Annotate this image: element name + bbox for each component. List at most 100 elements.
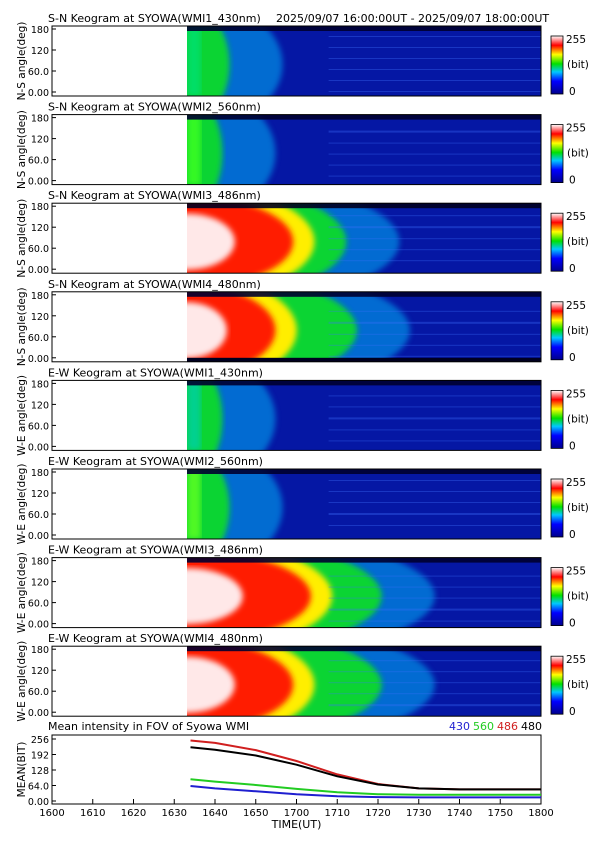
colorbar-min: 0 [569, 352, 576, 364]
colorbar: 255 (bit) 0 [550, 123, 589, 187]
x-tick-label: 1610 [80, 808, 105, 819]
y-tick-label: 180 [31, 379, 49, 390]
y-tick-label: 120 [31, 489, 49, 500]
x-tick-label: 1640 [202, 808, 227, 819]
colorbar-unit: (bit) [567, 59, 589, 71]
mean-y-tick-label: 256 [31, 735, 49, 746]
panel-title: E-W Keogram at SYOWA(WMI4_480nm) [48, 632, 263, 645]
legend-entry-560: 560 [473, 720, 494, 733]
keogram-image [187, 380, 541, 451]
keogram-panel: S-N Keogram at SYOWA(WMI3_486nm)180 120 60… [16, 189, 589, 277]
series-line-480 [190, 746, 541, 791]
y-tick-label: 120 [31, 666, 49, 677]
colorbar-unit: (bit) [567, 413, 589, 425]
y-tick-label: 60.0 [28, 599, 49, 610]
keogram-panel: S-N Keogram at SYOWA(WMI1_430nm) 2025/09/… [16, 12, 589, 101]
y-tick-label: 180 [31, 557, 49, 568]
y-tick-label: 60.0 [28, 244, 49, 255]
y-tick-label: 0.00 [28, 265, 49, 276]
colorbar: 255 (bit) 0 [550, 566, 589, 630]
mean-y-tick-label: 0.00 [28, 797, 49, 808]
y-tick-label: 180 [31, 114, 49, 125]
y-tick-label: 120 [31, 578, 49, 589]
y-axis-label: N-S angle(deg) [16, 110, 28, 189]
y-tick-label: 180 [31, 291, 49, 302]
colorbar-min: 0 [569, 706, 576, 718]
plot-frame [51, 25, 542, 97]
plot-frame [51, 468, 542, 540]
colorbar-unit: (bit) [567, 325, 589, 337]
keogram-image [187, 114, 541, 185]
plot-frame [51, 114, 542, 186]
colorbar: 255 (bit) 0 [550, 477, 589, 541]
y-tick-label: 180 [31, 25, 49, 36]
keogram-image [187, 26, 541, 96]
keogram-panel: E-W Keogram at SYOWA(WMI2_560nm)180 120 60… [16, 455, 589, 545]
colorbar-min: 0 [569, 175, 576, 187]
keogram-image [187, 557, 541, 628]
y-tick-label: 0.00 [28, 177, 49, 188]
legend-entry-430: 430 [449, 720, 470, 733]
colorbar-max: 255 [566, 211, 586, 223]
colorbar-unit: (bit) [567, 679, 589, 691]
time-range: 2025/09/07 16:00:00UT - 2025/09/07 18:00… [276, 12, 549, 25]
plot-frame [51, 291, 542, 363]
keogram-image [187, 646, 541, 717]
y-axis-label: N-S angle(deg) [16, 22, 28, 101]
mean-y-tick-label: 128 [31, 766, 49, 777]
plot-frame [51, 557, 542, 629]
y-tick-label: 120 [31, 46, 49, 57]
panel-title: E-W Keogram at SYOWA(WMI1_430nm) [48, 366, 263, 379]
keogram-image [187, 291, 541, 362]
mean-plot-frame [51, 734, 542, 805]
colorbar-unit: (bit) [567, 591, 589, 603]
y-tick-label: 60.0 [28, 510, 49, 521]
y-tick-label: 0.00 [28, 708, 49, 719]
colorbar-unit: (bit) [567, 236, 589, 248]
x-tick-label: 1710 [325, 808, 350, 819]
keogram-panel: S-N Keogram at SYOWA(WMI2_560nm)180 120 60… [16, 101, 589, 189]
colorbar-max: 255 [566, 477, 586, 489]
colorbar-min: 0 [569, 618, 576, 630]
colorbar-min: 0 [569, 440, 576, 452]
x-axis-label: TIME(UT) [271, 818, 322, 831]
keogram-panel: E-W Keogram at SYOWA(WMI4_480nm)180 120 60… [16, 632, 589, 722]
y-tick-label: 60.0 [28, 67, 49, 78]
x-tick-label: 1750 [488, 808, 513, 819]
plot-frame [51, 379, 542, 451]
y-tick-label: 0.00 [28, 531, 49, 542]
panel-title: S-N Keogram at SYOWA(WMI1_430nm) [48, 12, 261, 25]
x-tick-label: 1740 [447, 808, 472, 819]
x-tick-label: 1800 [528, 808, 553, 819]
y-axis-label: W-E angle(deg) [16, 641, 28, 722]
colorbar-min: 0 [569, 529, 576, 541]
mean-y-tick-label: 64.0 [28, 782, 49, 793]
y-tick-label: 0.00 [28, 620, 49, 631]
keogram-image [187, 203, 541, 274]
legend: 430 560 486 480 [449, 720, 542, 733]
y-axis-label: W-E angle(deg) [16, 375, 28, 456]
y-tick-label: 0.00 [28, 88, 49, 99]
colorbar-max: 255 [566, 388, 586, 400]
legend-entry-480: 480 [521, 720, 542, 733]
series-line-560 [190, 778, 541, 796]
keogram-image [187, 469, 541, 539]
x-tick-label: 1700 [284, 808, 309, 819]
colorbar-min: 0 [569, 86, 576, 98]
keogram-panel: S-N Keogram at SYOWA(WMI4_480nm)180 120 60… [16, 278, 589, 366]
y-tick-label: 180 [31, 202, 49, 213]
panel-title: E-W Keogram at SYOWA(WMI3_486nm) [48, 544, 263, 557]
y-tick-label: 0.00 [28, 442, 49, 453]
y-axis-label: W-E angle(deg) [16, 464, 28, 545]
mean-panel-title: Mean intensity in FOV of Syowa WMI [48, 720, 249, 733]
keogram-panel: E-W Keogram at SYOWA(WMI3_486nm)180 120 60… [16, 544, 589, 633]
colorbar-unit: (bit) [567, 502, 589, 514]
y-tick-label: 120 [31, 312, 49, 323]
panel-title: E-W Keogram at SYOWA(WMI2_560nm) [48, 455, 263, 468]
plot-frame [51, 202, 542, 274]
colorbar-max: 255 [566, 300, 586, 312]
mean-y-tick-label: 192 [31, 751, 49, 762]
colorbar-unit: (bit) [567, 148, 589, 160]
colorbar: 255 (bit) 0 [550, 34, 589, 98]
